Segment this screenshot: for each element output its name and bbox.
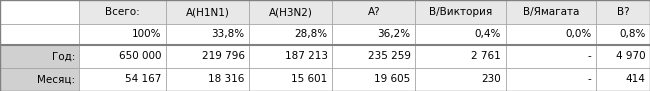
Bar [249,0,332,24]
Text: 187 213: 187 213 [285,51,328,61]
Bar [332,45,415,68]
Text: 2 761: 2 761 [471,51,501,61]
Text: 0,8%: 0,8% [619,29,645,39]
Bar [415,45,506,68]
Bar [332,24,415,45]
Bar [506,45,596,68]
Text: Год:: Год: [51,51,75,61]
Text: -: - [588,51,592,61]
Text: Всего:: Всего: [105,7,140,17]
Text: 54 167: 54 167 [125,74,162,84]
Bar [0,24,79,45]
Text: 414: 414 [625,74,645,84]
Bar [596,68,650,91]
Bar [0,0,79,24]
Bar [506,68,596,91]
Bar [79,24,166,45]
Text: А?: А? [367,7,380,17]
Text: 100%: 100% [132,29,162,39]
Bar [166,0,249,24]
Text: В/Виктория: В/Виктория [429,7,492,17]
Bar [79,45,166,68]
Text: 0,4%: 0,4% [474,29,501,39]
Text: 15 601: 15 601 [291,74,328,84]
Bar [596,24,650,45]
Bar [79,68,166,91]
Text: 235 259: 235 259 [368,51,411,61]
Bar [506,0,596,24]
Bar [79,0,166,24]
Text: 230: 230 [481,74,501,84]
Bar [249,45,332,68]
Text: Месяц:: Месяц: [37,74,75,84]
Bar [415,68,506,91]
Bar [0,45,79,68]
Bar [596,0,650,24]
Text: 219 796: 219 796 [202,51,244,61]
Text: 0,0%: 0,0% [565,29,592,39]
Text: В?: В? [617,7,629,17]
Bar [506,24,596,45]
Bar [166,68,249,91]
Bar [249,68,332,91]
Bar [596,45,650,68]
Bar [415,0,506,24]
Text: А(H3N2): А(H3N2) [268,7,313,17]
Bar [332,68,415,91]
Bar [332,0,415,24]
Bar [166,24,249,45]
Bar [249,24,332,45]
Text: В/Ямагата: В/Ямагата [523,7,579,17]
Text: 36,2%: 36,2% [378,29,411,39]
Text: 650 000: 650 000 [119,51,162,61]
Text: 28,8%: 28,8% [294,29,328,39]
Bar [0,68,79,91]
Bar [166,45,249,68]
Text: 33,8%: 33,8% [211,29,244,39]
Text: 4 970: 4 970 [616,51,645,61]
Text: -: - [588,74,592,84]
Text: 19 605: 19 605 [374,74,411,84]
Text: А(H1N1): А(H1N1) [186,7,229,17]
Bar [415,24,506,45]
Text: 18 316: 18 316 [208,74,244,84]
